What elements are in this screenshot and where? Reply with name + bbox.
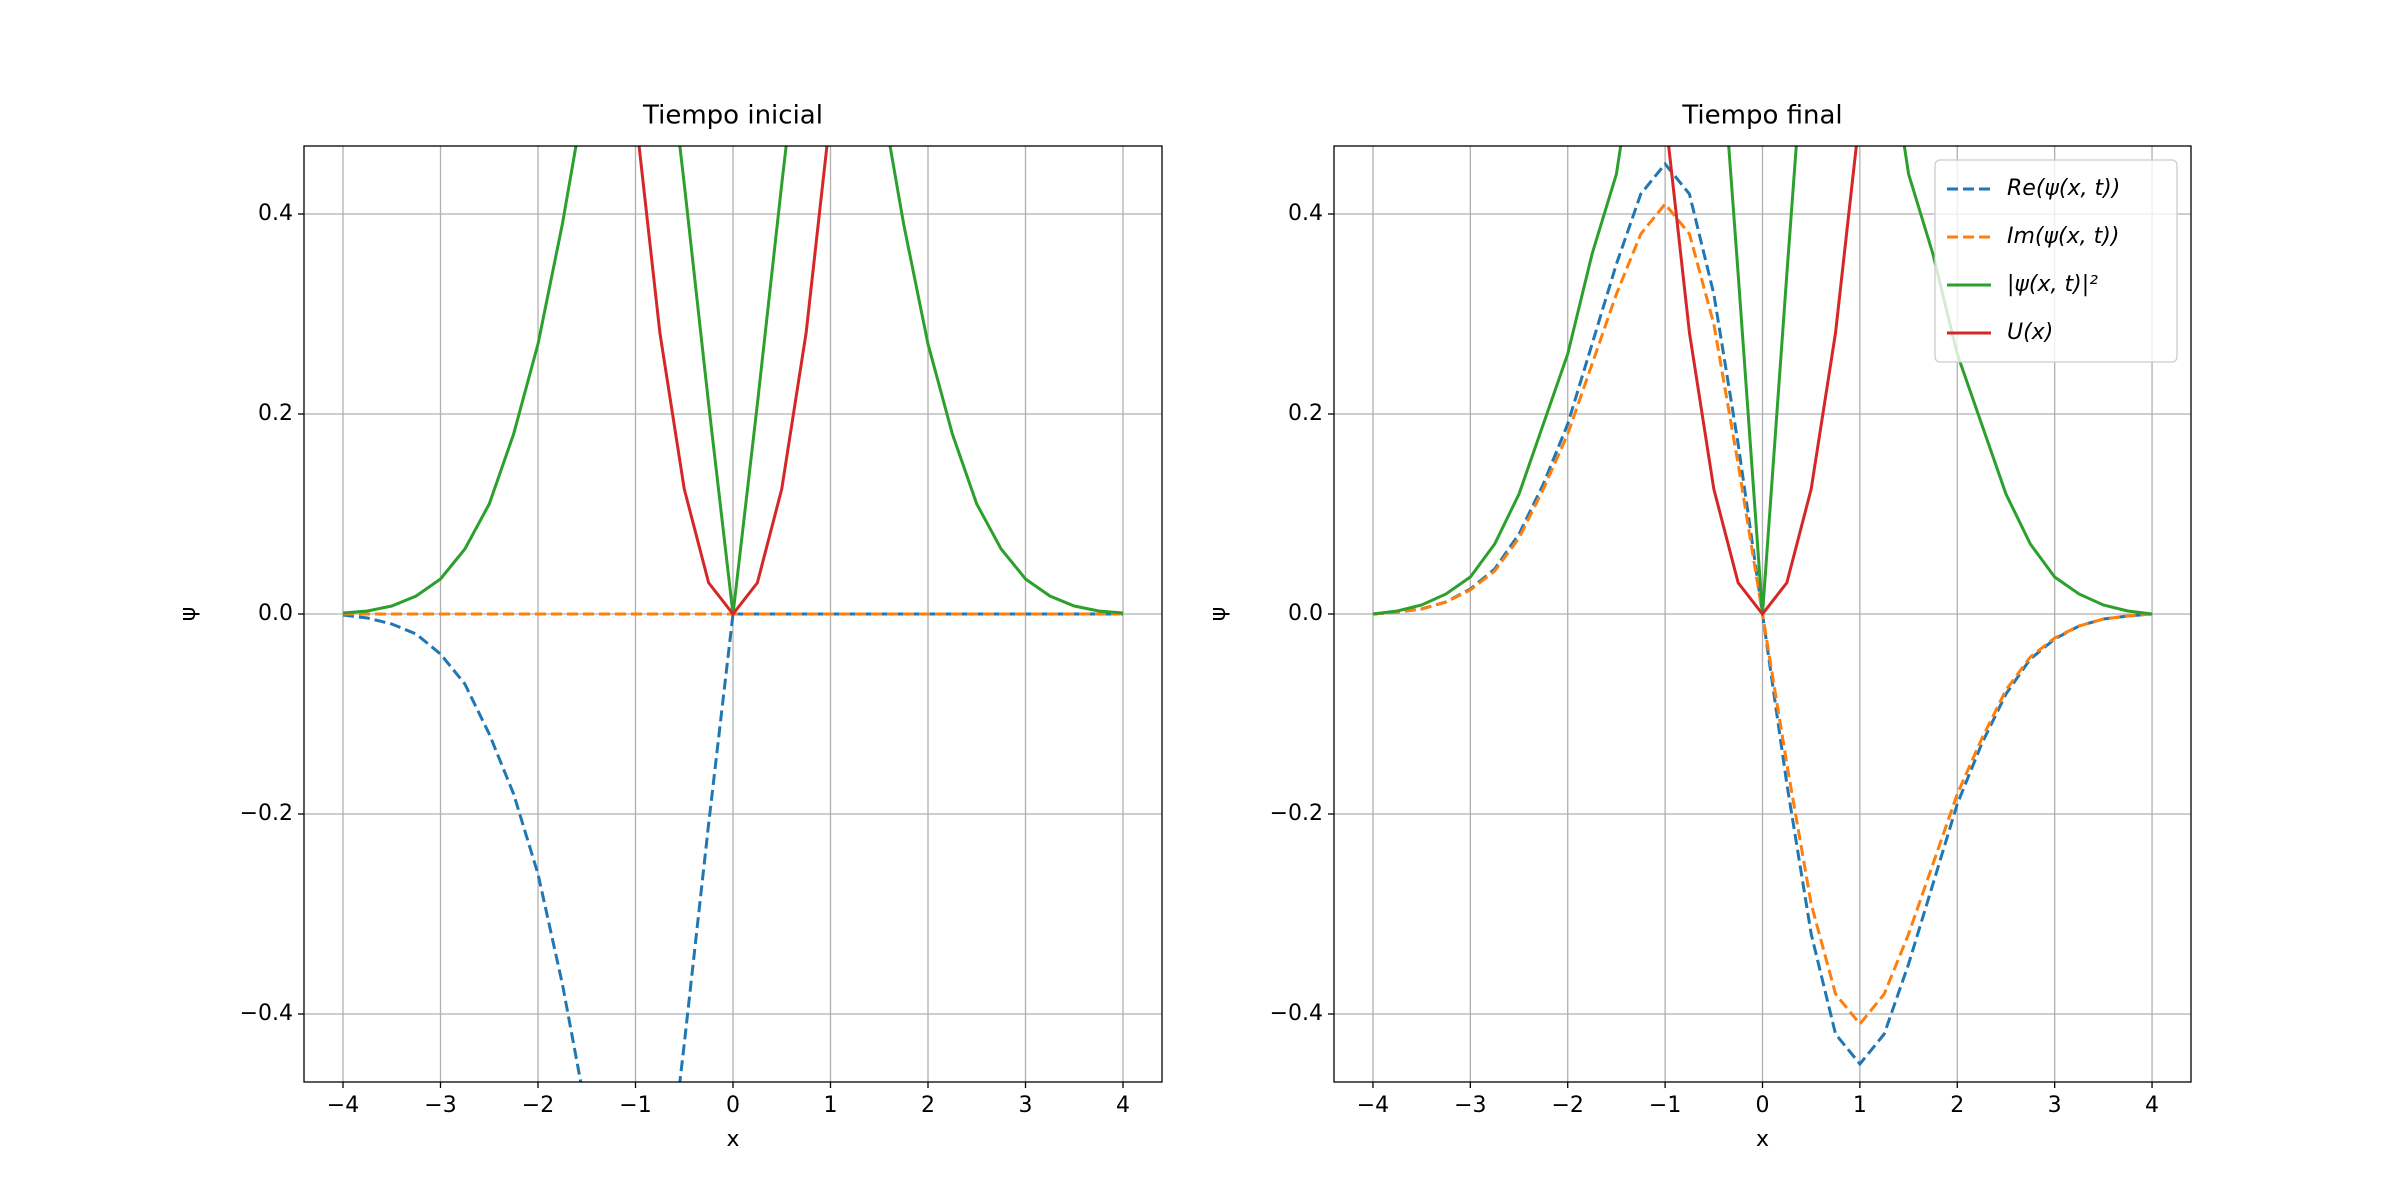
x-tick-label: 4	[2145, 1093, 2159, 1118]
x-tick-label: 2	[921, 1093, 935, 1118]
legend-label: Re(ψ(x, t))	[2007, 176, 2120, 201]
x-tick-label: 3	[2048, 1093, 2062, 1118]
chart-title: Tiempo final	[1681, 101, 1842, 131]
subplot: −4 −3 −2 −1 0 1 2 3 4 −0.4 −0.2 0.0 0.2 0.4 Tiempo fin…	[1206, 101, 2192, 1152]
y-tick-label: −0.4	[1270, 1001, 1323, 1026]
series-line	[1667, 146, 1858, 617]
x-axis-label: x	[726, 1127, 739, 1152]
legend-box	[1934, 159, 2178, 363]
x-tick-label: −2	[1552, 1093, 1584, 1118]
y-tick-label: 0.2	[258, 401, 293, 426]
x-tick-label: 0	[1756, 1093, 1770, 1118]
axes-frame	[1333, 145, 2192, 1083]
x-tick-label: 1	[824, 1093, 838, 1118]
y-tick-label: 0.4	[258, 201, 293, 226]
x-tick-label: 1	[1853, 1093, 1867, 1118]
y-axis-label: ψ	[1206, 607, 1231, 622]
x-tick-label: −2	[522, 1093, 554, 1118]
y-tick-label: −0.2	[1270, 801, 1323, 826]
series-line	[637, 146, 829, 617]
x-tick-label: −4	[327, 1093, 359, 1118]
x-tick-label: 0	[726, 1093, 740, 1118]
x-tick-label: −4	[1357, 1093, 1389, 1118]
x-tick-label: 2	[1950, 1093, 1964, 1118]
legend-label: U(x)	[2007, 320, 2053, 345]
x-tick-label: 3	[1019, 1093, 1033, 1118]
subplot: −4 −3 −2 −1 0 1 2 3 4 −0.4 −0.2 0.0 0.2 0.4 Tiempo ini…	[176, 101, 1163, 1152]
legend: Re(ψ(x, t)) Im(ψ(x, t)) |ψ(x, t)|² U(x)	[1934, 159, 2178, 363]
x-tick-label: −1	[1649, 1093, 1681, 1118]
x-tick-label: −1	[619, 1093, 651, 1118]
axes-frame	[303, 145, 1163, 1083]
y-tick-label: −0.2	[240, 801, 293, 826]
y-tick-label: −0.4	[240, 1001, 293, 1026]
y-tick-label: 0.0	[1288, 601, 1323, 626]
x-tick-label: −3	[1454, 1093, 1486, 1118]
legend-label: |ψ(x, t)|²	[2007, 272, 2098, 297]
y-tick-label: 0.0	[258, 601, 293, 626]
x-tick-label: −3	[424, 1093, 456, 1118]
y-tick-label: 0.2	[1288, 401, 1323, 426]
x-axis-label: x	[1756, 1127, 1769, 1152]
legend-label: Im(ψ(x, t))	[2007, 224, 2119, 249]
y-axis-label: ψ	[176, 607, 201, 622]
chart-title: Tiempo inicial	[642, 101, 823, 131]
x-tick-label: 4	[1116, 1093, 1130, 1118]
y-tick-label: 0.4	[1288, 201, 1323, 226]
